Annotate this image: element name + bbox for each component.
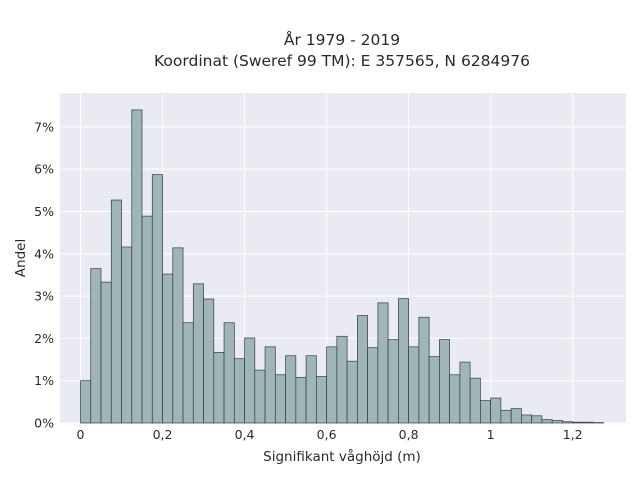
histogram-bar	[449, 374, 461, 424]
x-axis-label: Signifikant våghöjd (m)	[263, 448, 421, 465]
histogram-bar	[295, 376, 307, 424]
x-tick-label: 0,4	[235, 427, 255, 442]
histogram-bar	[80, 380, 92, 424]
histogram-bar	[244, 337, 256, 424]
histogram-bar	[151, 174, 163, 424]
x-tick-label: 0,6	[317, 427, 337, 442]
histogram-bar	[264, 346, 276, 424]
histogram-bar	[254, 369, 266, 424]
histogram-bar	[223, 322, 235, 424]
histogram-bar	[285, 355, 297, 424]
histogram-bar	[203, 298, 215, 424]
tick-labels: 0 0,2 0,4 0,6 0,8 1 1,2 0% 1% 2% 3% 4% 5% 6% 7%	[34, 119, 582, 442]
y-tick-label: 5%	[34, 204, 54, 219]
y-tick-label: 7%	[34, 119, 54, 134]
histogram-bar	[469, 377, 481, 424]
x-tick-label: 0,8	[399, 427, 419, 442]
x-tick-label: 0	[77, 427, 85, 442]
x-tick-label: 1	[487, 427, 495, 442]
histogram-bar	[418, 316, 430, 424]
histogram-bar	[439, 339, 450, 424]
histogram-bar	[172, 247, 184, 424]
histogram-bar	[500, 409, 512, 424]
histogram-bar	[480, 400, 492, 424]
chart-subtitle: Koordinat (Sweref 99 TM): E 357565, N 62…	[154, 52, 530, 70]
histogram-bar	[336, 335, 348, 424]
histogram-bar	[510, 408, 522, 424]
histogram-bar	[326, 346, 338, 424]
histogram-bar	[387, 339, 399, 424]
histogram-bar	[305, 355, 317, 424]
histogram-bar	[192, 283, 204, 424]
histogram-bar	[131, 109, 143, 424]
y-tick-label: 1%	[34, 373, 54, 388]
x-tick-label: 1,2	[563, 427, 583, 442]
y-tick-label: 4%	[34, 246, 54, 261]
y-tick-label: 6%	[34, 162, 54, 177]
histogram-bar	[213, 351, 225, 424]
histogram-bar	[357, 315, 368, 424]
histogram-bar	[100, 281, 112, 424]
histogram-bar	[531, 415, 543, 424]
histogram-bar	[541, 419, 553, 424]
y-tick-label: 0%	[34, 416, 54, 431]
x-tick-label: 0,2	[153, 427, 173, 442]
histogram-bar	[274, 374, 286, 424]
histogram-bar	[346, 360, 358, 424]
chart-title: År 1979 - 2019	[284, 30, 400, 49]
histogram-bar	[562, 421, 574, 424]
histogram-bar	[110, 199, 122, 424]
histogram-bar	[582, 421, 594, 424]
histogram-bar	[162, 273, 174, 424]
histogram-bar	[398, 298, 409, 424]
y-tick-label: 2%	[34, 331, 54, 346]
histogram-bar	[182, 322, 194, 424]
histogram-bar	[490, 397, 502, 424]
histogram-bar	[90, 268, 102, 424]
histogram-bar	[459, 361, 471, 424]
y-axis-label: Andel	[13, 239, 29, 277]
histogram-bar	[551, 420, 563, 424]
histogram-bar	[377, 302, 389, 424]
bars	[80, 109, 604, 424]
histogram-bar	[233, 358, 245, 424]
histogram-bar	[572, 421, 584, 424]
histogram-bar	[521, 414, 533, 424]
histogram-bar	[121, 246, 133, 424]
histogram-bar	[367, 347, 379, 424]
y-tick-label: 3%	[34, 289, 54, 304]
histogram-bar	[141, 215, 153, 424]
histogram-bar	[428, 356, 440, 424]
histogram-bar	[315, 376, 327, 424]
histogram-bar	[408, 346, 420, 424]
